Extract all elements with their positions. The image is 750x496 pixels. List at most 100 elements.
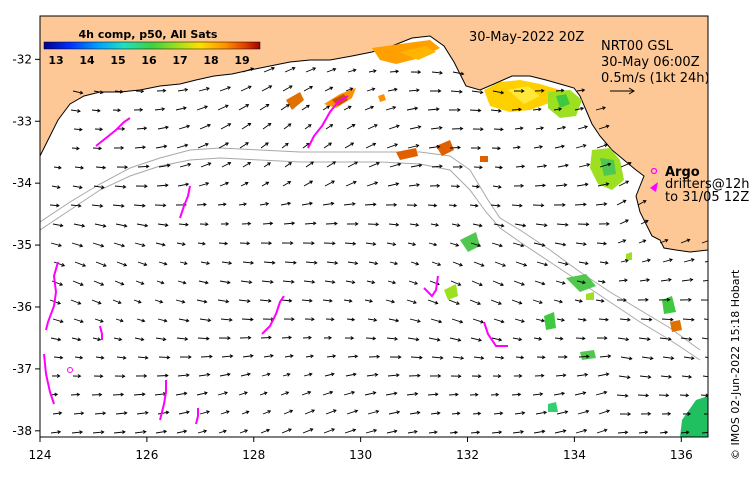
current-arrowhead [124,165,129,170]
current-arrow [406,299,417,304]
current-arrowhead [455,392,459,397]
current-arrowhead [498,108,502,113]
current-arrowhead [61,263,66,267]
current-arrowhead [457,145,461,150]
current-arrowhead [100,282,105,286]
current-arrow [325,223,338,225]
current-arrowhead [163,318,168,323]
current-arrowhead [417,373,421,378]
current-arrowhead [372,69,377,74]
current-arrow [430,127,442,130]
current-arrow [702,375,708,378]
current-arrowhead [184,336,189,341]
argo-marker-icon [650,167,658,175]
current-arrowhead [415,337,420,342]
current-arrowhead [351,390,356,395]
current-arrowhead [558,107,563,112]
current-arrow [515,356,524,359]
current-arrow [263,162,271,168]
current-arrowhead [434,392,439,397]
current-arrowhead [311,317,315,322]
current-arrow [116,261,127,266]
current-arrow [51,185,60,189]
current-arrowhead [582,144,587,148]
current-arrowhead [165,410,170,415]
current-arrowhead [307,390,312,395]
current-arrowhead [58,165,62,170]
current-arrowhead [207,162,212,166]
current-arrow [240,182,249,187]
current-arrow [659,431,668,434]
current-arrow [596,144,608,149]
current-arrow [515,165,525,168]
current-arrowhead [291,66,296,71]
current-arrow [303,180,313,187]
current-arrowhead [477,301,482,306]
current-arrow [73,412,84,415]
current-arrowhead [334,221,338,226]
current-arrow [575,242,587,245]
current-arrowhead [474,203,479,208]
current-arrowhead [205,87,210,91]
current-arrow [494,261,506,267]
current-arrowhead [225,410,230,414]
current-arrowhead [54,392,59,397]
current-arrow [553,108,562,111]
current-arrowhead [288,298,293,303]
current-arrow [407,337,419,341]
current-arrowhead [690,258,695,262]
current-arrowhead [604,143,609,148]
current-arrow [532,108,541,111]
current-arrowhead [332,241,336,246]
current-arrow [575,429,587,434]
current-arrow [241,411,249,415]
current-arrowhead [628,356,633,361]
current-arrow [178,125,190,130]
current-arrow [367,124,378,130]
current-arrow [281,336,292,339]
current-arrow [346,318,355,321]
current-arrow [512,242,524,247]
current-arrowhead [99,90,104,95]
current-arrowhead [415,261,420,266]
current-arrow [704,260,708,263]
current-arrowhead [622,199,627,204]
current-arrow [451,412,460,415]
current-arrow [472,412,481,415]
current-arrow [53,261,65,267]
current-arrow [301,391,311,396]
current-arrow [242,355,253,358]
current-arrow [365,242,376,245]
current-arrowhead [145,164,150,169]
current-arrow [514,223,526,227]
current-arrow [177,89,188,92]
current-arrow [492,280,504,286]
current-arrowhead [56,203,60,208]
current-arrowhead [394,336,399,341]
current-arrowhead [229,317,233,322]
current-arrowhead [499,243,503,248]
current-arrow [430,223,439,226]
current-arrow [176,242,186,245]
current-arrowhead [559,336,564,341]
current-arrow [284,67,296,73]
current-arrowhead [76,392,81,397]
current-arrowhead [459,126,464,131]
current-arrow [305,261,317,264]
current-arrow [555,280,566,284]
current-arrow [154,393,166,396]
current-arrow [701,337,708,340]
current-arrowhead [584,125,588,129]
current-arrowhead [520,183,525,188]
current-arrow [387,183,399,187]
current-arrow [240,373,251,377]
current-arrow [325,409,337,415]
current-arrowhead [605,124,610,129]
current-arrow [326,68,336,73]
current-arrowhead [97,300,102,305]
current-arrowhead [460,356,465,360]
current-arrowhead [417,319,421,323]
current-arrow [133,393,145,396]
current-arrow [513,280,525,286]
current-arrowhead [396,410,401,415]
